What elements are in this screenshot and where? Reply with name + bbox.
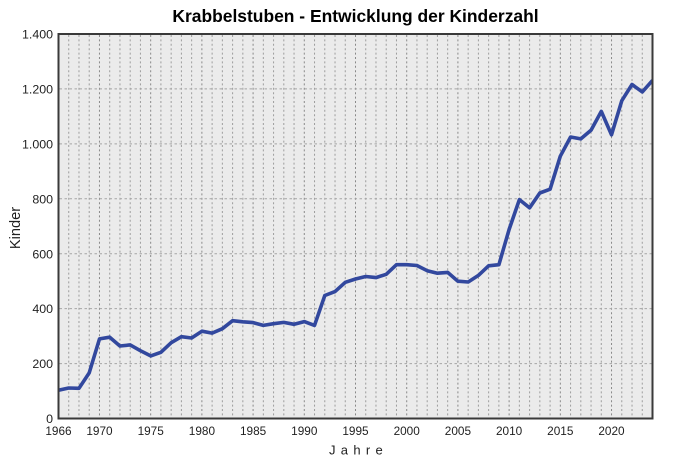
svg-text:1970: 1970 xyxy=(86,424,113,438)
svg-text:1980: 1980 xyxy=(189,424,216,438)
svg-text:2000: 2000 xyxy=(394,424,421,438)
svg-text:2005: 2005 xyxy=(445,424,472,438)
svg-text:800: 800 xyxy=(32,192,53,206)
svg-text:Jahre: Jahre xyxy=(329,443,388,458)
svg-text:1.000: 1.000 xyxy=(22,138,53,152)
svg-text:1966: 1966 xyxy=(45,424,72,438)
svg-text:1990: 1990 xyxy=(291,424,318,438)
svg-text:1.200: 1.200 xyxy=(22,83,53,97)
svg-text:1975: 1975 xyxy=(138,424,165,438)
svg-text:Krabbelstuben - Entwicklung de: Krabbelstuben - Entwicklung der Kinderza… xyxy=(172,6,538,26)
svg-text:2020: 2020 xyxy=(598,424,625,438)
svg-text:400: 400 xyxy=(32,302,53,316)
svg-text:1985: 1985 xyxy=(240,424,267,438)
svg-text:2015: 2015 xyxy=(547,424,574,438)
svg-text:200: 200 xyxy=(32,357,53,371)
svg-text:Kinder: Kinder xyxy=(8,207,24,249)
svg-text:0: 0 xyxy=(46,412,53,426)
svg-text:600: 600 xyxy=(32,247,53,261)
svg-text:1995: 1995 xyxy=(342,424,369,438)
svg-text:1.400: 1.400 xyxy=(22,28,53,42)
svg-text:2010: 2010 xyxy=(496,424,523,438)
